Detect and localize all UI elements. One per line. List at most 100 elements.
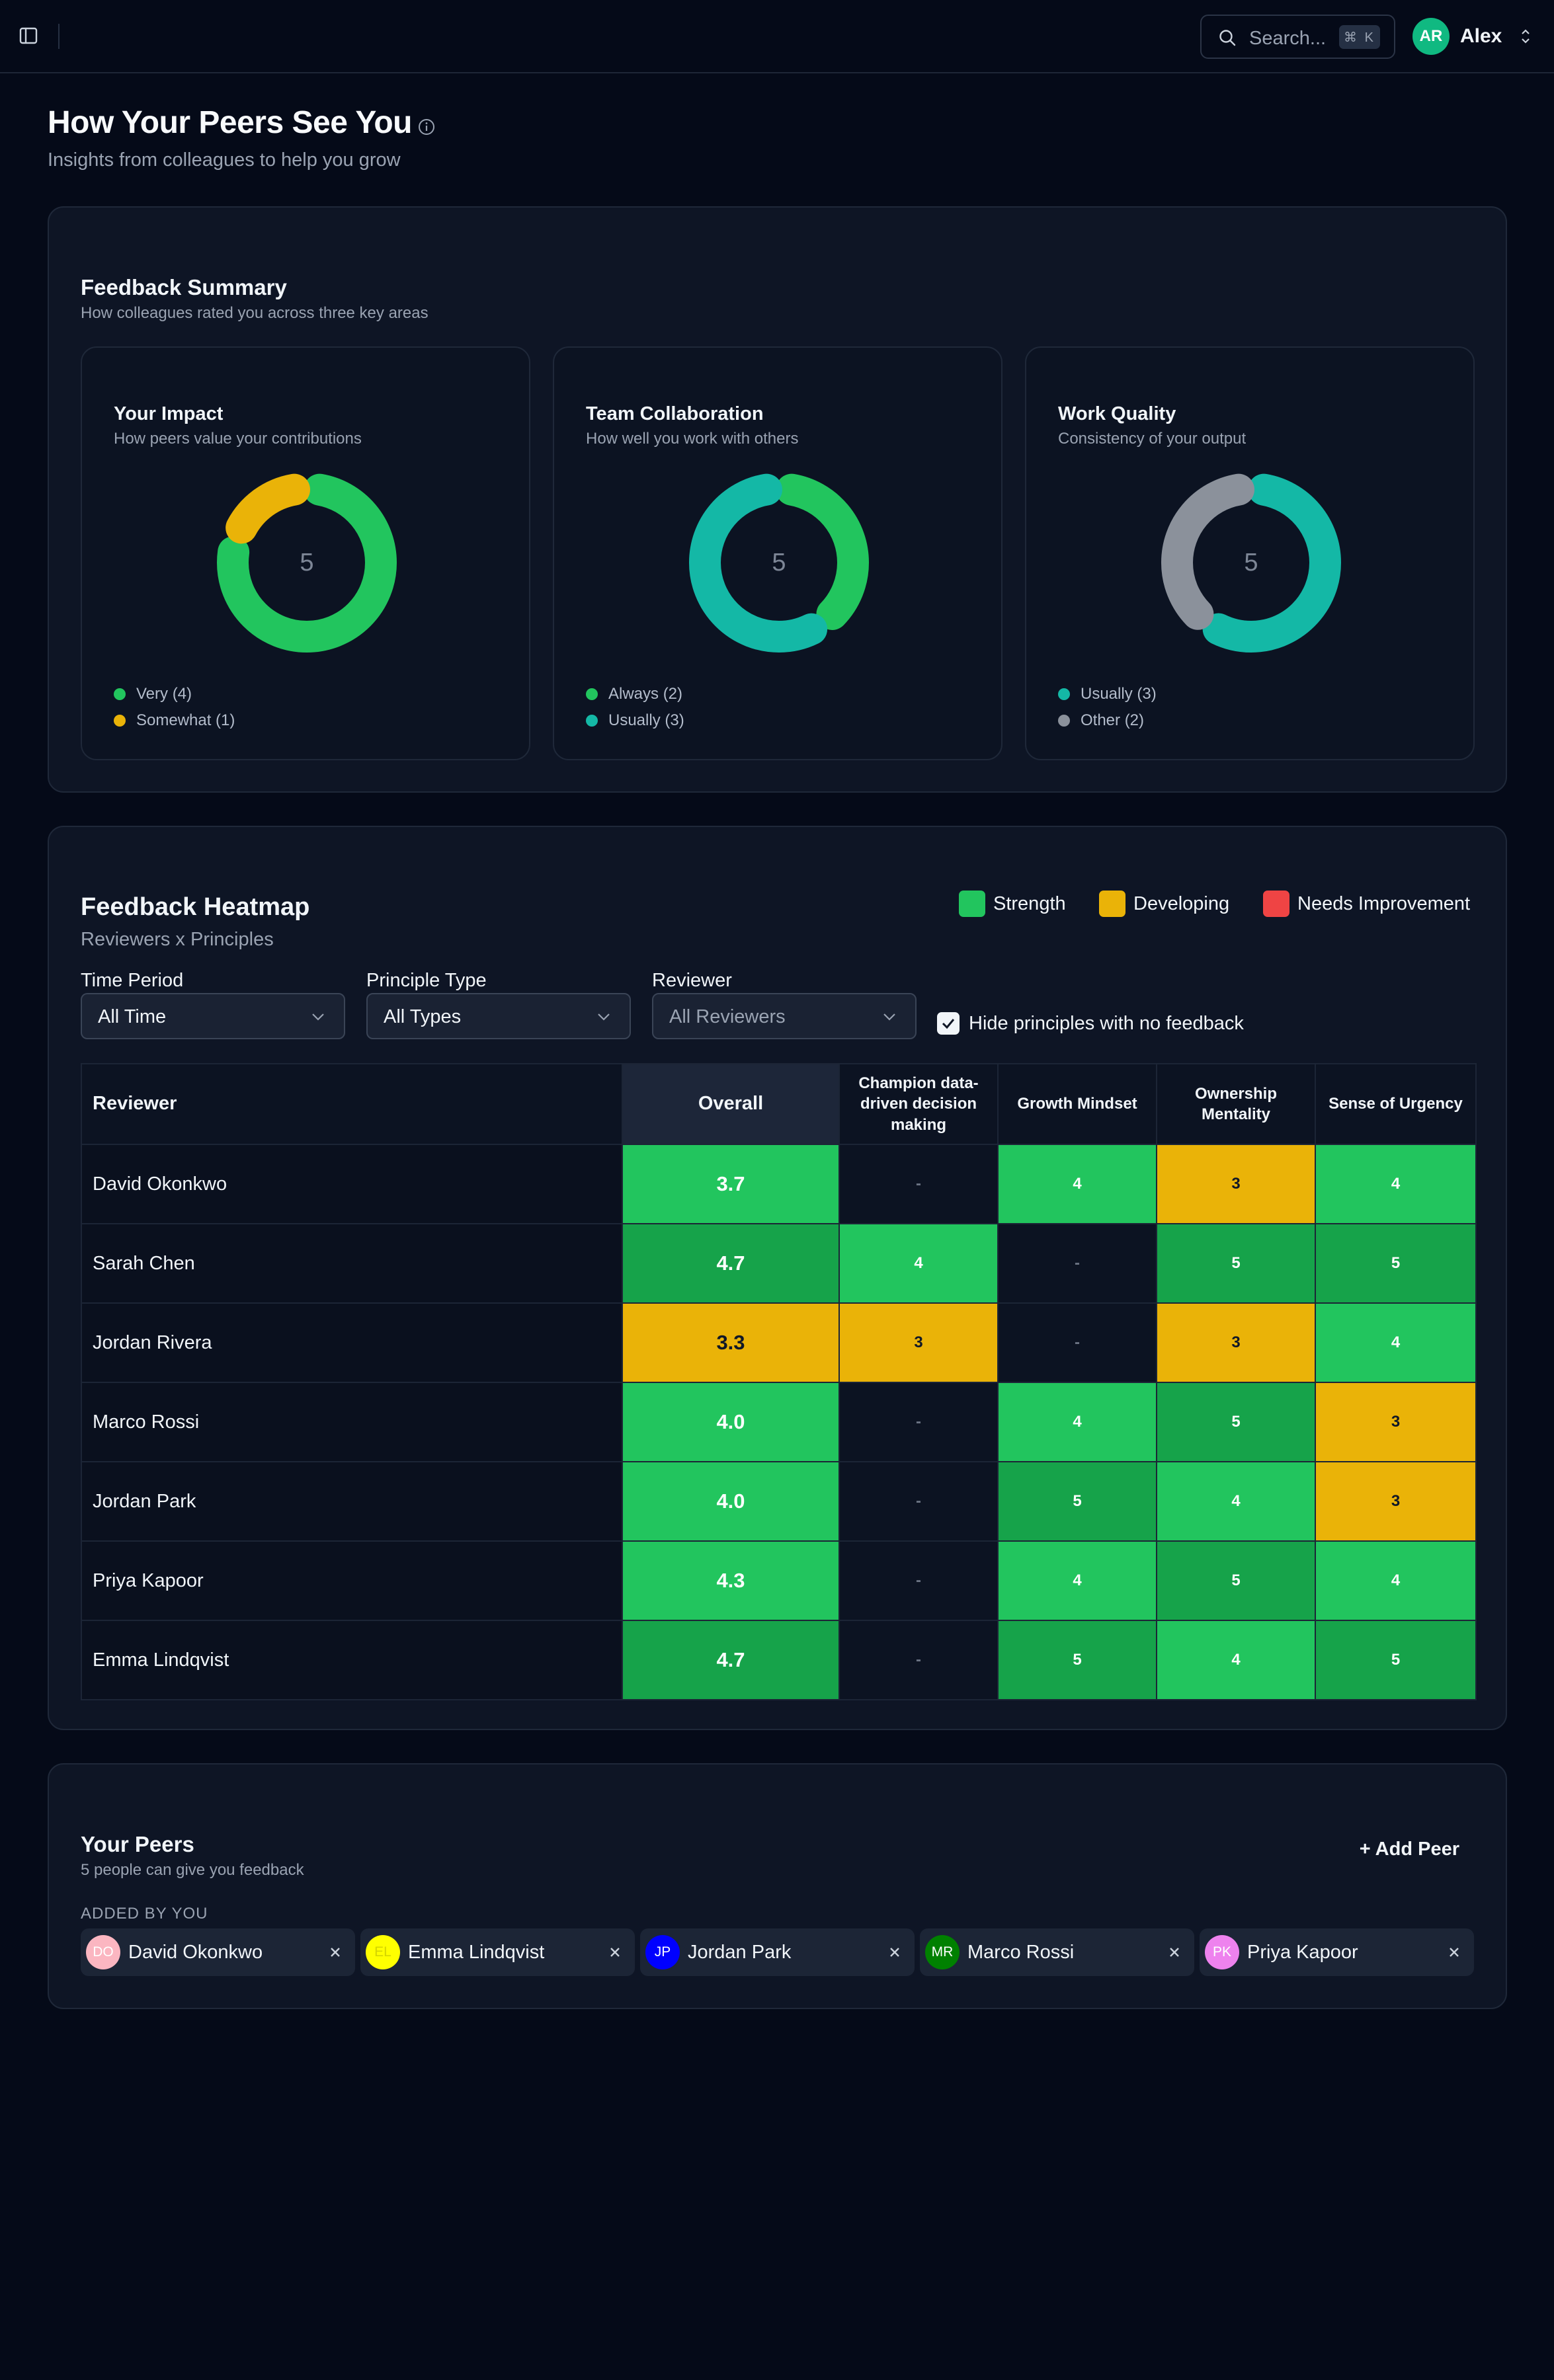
reviewer-name[interactable]: David Okonkwo [81, 1144, 623, 1224]
legend-label: Developing [1133, 892, 1230, 914]
overall-score-cell[interactable]: 3.7 [622, 1144, 840, 1224]
heatmap-cell[interactable]: 5 [1315, 1223, 1477, 1304]
donut-segment[interactable] [1161, 473, 1341, 653]
column-header-overall[interactable]: Overall [622, 1063, 840, 1145]
hide-empty-checkbox[interactable]: Hide principles with no feedback [937, 1012, 1244, 1035]
legend-label: Needs Improvement [1297, 892, 1471, 914]
close-icon[interactable] [1446, 1944, 1462, 1960]
peers-title: Your Peers [81, 1832, 194, 1856]
overall-score-cell[interactable]: 4.0 [622, 1382, 840, 1462]
close-icon[interactable] [327, 1944, 343, 1960]
time-period-select[interactable]: All Time [81, 993, 345, 1039]
column-header-principle[interactable]: Growth Mindset [997, 1063, 1157, 1145]
avatar: EL [366, 1935, 400, 1969]
heatmap-cell[interactable]: 5 [1156, 1382, 1316, 1462]
principle-type-label: Principle Type [366, 970, 487, 991]
reviewer-name[interactable]: Priya Kapoor [81, 1540, 623, 1621]
close-icon[interactable] [1166, 1944, 1182, 1960]
reviewer-name[interactable]: Sarah Chen [81, 1223, 623, 1304]
peer-chip[interactable]: MR Marco Rossi [920, 1928, 1194, 1976]
heatmap-cell[interactable]: 4 [1315, 1302, 1477, 1383]
legend-dot [1058, 715, 1070, 727]
avatar: MR [925, 1935, 960, 1969]
donut-card-subtitle: How peers value your contributions [114, 430, 362, 448]
checkbox-checked[interactable] [937, 1012, 960, 1035]
overall-score-cell[interactable]: 4.7 [622, 1223, 840, 1304]
time-period-label: Time Period [81, 970, 184, 991]
avatar: PK [1205, 1935, 1239, 1969]
heatmap-cell[interactable]: 4 [1315, 1144, 1477, 1224]
user-menu[interactable]: AR Alex [1412, 18, 1532, 55]
search-box[interactable]: Search... ⌘ K [1200, 15, 1395, 59]
heatmap-cell[interactable]: 3 [838, 1302, 999, 1383]
legend-label: Always (2) [608, 685, 683, 703]
close-icon[interactable] [607, 1944, 623, 1960]
heatmap-cell[interactable]: 4 [1315, 1540, 1477, 1621]
info-icon[interactable] [417, 117, 436, 137]
peer-chip[interactable]: PK Priya Kapoor [1200, 1928, 1474, 1976]
heatmap-cell[interactable]: 4 [997, 1382, 1157, 1462]
collaboration-donut-card: Team Collaboration How well you work wit… [553, 346, 1002, 760]
heatmap-cell[interactable]: 4 [838, 1223, 999, 1304]
donut-total: 5 [300, 549, 313, 576]
reviewer-name[interactable]: Marco Rossi [81, 1382, 623, 1462]
peer-chip[interactable]: EL Emma Lindqvist [360, 1928, 635, 1976]
topbar-divider [58, 24, 60, 49]
heatmap-cell[interactable]: 4 [1156, 1620, 1316, 1700]
overall-score-cell[interactable]: 4.0 [622, 1461, 840, 1542]
legend-label: Very (4) [136, 685, 192, 703]
reviewer-label: Reviewer [652, 970, 732, 991]
heatmap-cell[interactable]: 3 [1315, 1382, 1477, 1462]
select-value: All Reviewers [669, 1006, 786, 1027]
avatar: JP [645, 1935, 680, 1969]
peer-chip[interactable]: JP Jordan Park [640, 1928, 915, 1976]
overall-score-cell[interactable]: 4.3 [622, 1540, 840, 1621]
heatmap-cell[interactable]: 5 [997, 1620, 1157, 1700]
legend-dot [114, 715, 126, 727]
close-icon[interactable] [887, 1944, 903, 1960]
column-header-principle[interactable]: Sense of Urgency [1315, 1063, 1477, 1145]
reviewer-name[interactable]: Emma Lindqvist [81, 1620, 623, 1700]
overall-score-cell[interactable]: 3.3 [622, 1302, 840, 1383]
heatmap-cell[interactable]: 3 [1156, 1302, 1316, 1383]
sidebar-toggle-icon[interactable] [19, 26, 38, 46]
add-peer-button[interactable]: + Add Peer [1359, 1839, 1459, 1860]
donut-segment[interactable] [689, 473, 869, 653]
heatmap-subtitle: Reviewers x Principles [81, 929, 274, 950]
table-row: Marco Rossi 4.0 - 4 5 3 [81, 1382, 1477, 1462]
heatmap-cell[interactable]: 3 [1156, 1144, 1316, 1224]
reviewer-name[interactable]: Jordan Park [81, 1461, 623, 1542]
column-header-reviewer[interactable]: Reviewer [81, 1063, 623, 1145]
search-placeholder: Search... [1249, 28, 1327, 49]
heatmap-cell: - [838, 1620, 999, 1700]
heatmap-cell[interactable]: 5 [1156, 1540, 1316, 1621]
heatmap-cell[interactable]: 3 [1315, 1461, 1477, 1542]
work-quality-donut-card: Work Quality Consistency of your output … [1025, 346, 1475, 760]
chevron-updown-icon [1522, 29, 1530, 44]
principle-type-select[interactable]: All Types [366, 993, 631, 1039]
reviewer-name[interactable]: Jordan Rivera [81, 1302, 623, 1383]
reviewer-select[interactable]: All Reviewers [652, 993, 917, 1039]
legend-item: Somewhat (1) [114, 711, 235, 730]
legend-label: Other (2) [1081, 711, 1145, 729]
heatmap-cell[interactable]: 4 [997, 1540, 1157, 1621]
table-row: Priya Kapoor 4.3 - 4 5 4 [81, 1540, 1477, 1621]
table-row: Sarah Chen 4.7 4 - 5 5 [81, 1223, 1477, 1304]
legend-dot [586, 688, 598, 700]
legend-swatch [1263, 891, 1289, 917]
check-icon [942, 1019, 955, 1029]
top-bar: Search... ⌘ K AR Alex [0, 0, 1554, 73]
heatmap-cell[interactable]: 4 [997, 1144, 1157, 1224]
legend-label: Somewhat (1) [136, 711, 235, 729]
overall-score-cell[interactable]: 4.7 [622, 1620, 840, 1700]
heatmap-cell[interactable]: 5 [1156, 1223, 1316, 1304]
column-header-principle[interactable]: Ownership Mentality [1156, 1063, 1316, 1145]
donut-segment[interactable] [217, 473, 397, 653]
column-header-principle[interactable]: Champion data-driven decision making [838, 1063, 999, 1145]
donut-card-subtitle: Consistency of your output [1058, 430, 1247, 448]
user-name: Alex [1460, 25, 1502, 47]
heatmap-cell[interactable]: 5 [1315, 1620, 1477, 1700]
heatmap-cell[interactable]: 5 [997, 1461, 1157, 1542]
peer-chip[interactable]: DO David Okonkwo [81, 1928, 355, 1976]
heatmap-cell[interactable]: 4 [1156, 1461, 1316, 1542]
